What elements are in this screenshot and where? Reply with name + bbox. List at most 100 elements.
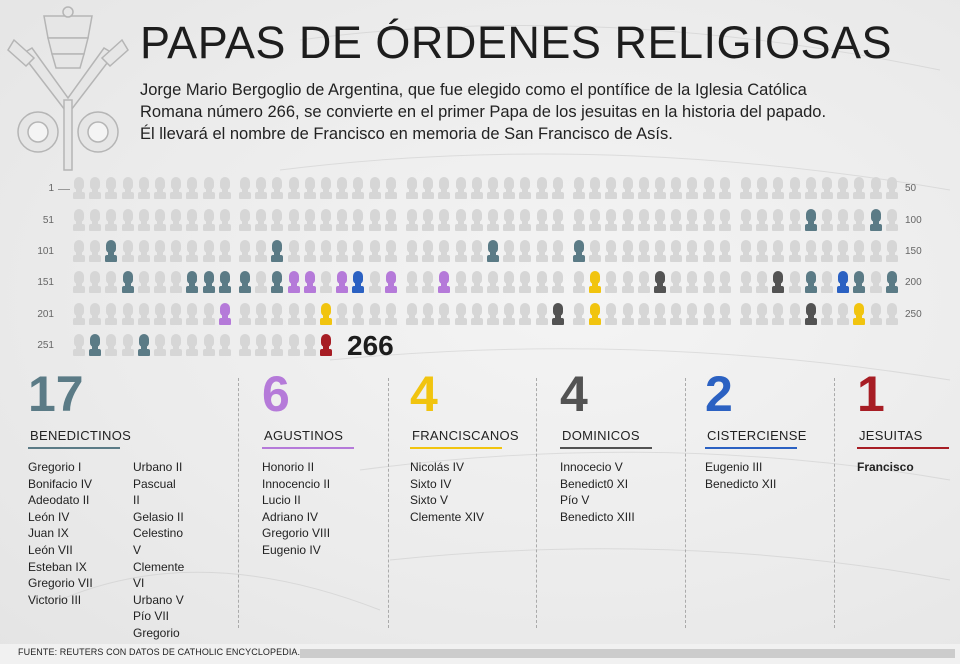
pope-icon	[169, 271, 183, 293]
pope-icon	[254, 209, 268, 231]
pope-icon	[72, 240, 86, 262]
pope-icon	[869, 177, 883, 199]
order-rule	[857, 447, 949, 449]
row-label-start: 251	[37, 340, 54, 351]
pope-icon	[238, 334, 252, 356]
pope-icon-benedictinos	[104, 240, 118, 262]
pope-icon	[669, 240, 683, 262]
pope-name: Juan IX	[28, 526, 69, 541]
order-column-franciscanos: 4 FRANCISCANOS Nicolás IV Sixto IV Sixto V Cl…	[410, 366, 521, 525]
pope-name: Sixto V	[410, 493, 449, 508]
order-count: 17	[28, 366, 84, 422]
pope-icon	[437, 177, 451, 199]
pope-icon	[254, 177, 268, 199]
pope-icon	[351, 209, 365, 231]
pope-icon	[121, 177, 135, 199]
pope-icon-benedictinos	[218, 271, 232, 293]
pope-icon	[384, 209, 398, 231]
row-label-start: 101	[37, 246, 54, 257]
pope-icon	[820, 240, 834, 262]
pope-icon	[88, 177, 102, 199]
pope-name: Victorio III	[28, 592, 82, 607]
pope-icon	[572, 177, 586, 199]
pope-icon	[637, 209, 651, 231]
pope-icon	[437, 240, 451, 262]
pope-icon	[121, 334, 135, 356]
pope-icon	[486, 209, 500, 231]
pope-icon	[238, 240, 252, 262]
pope-icon	[319, 177, 333, 199]
papal-keys-emblem-icon	[7, 6, 129, 171]
popes-grid: 1 50 51 100 101 150 151 200 201 250 251	[37, 177, 922, 356]
pope-icon-franciscanos	[588, 271, 602, 293]
pope-icon	[852, 209, 866, 231]
pope-icon-benedictinos	[885, 271, 899, 293]
pope-icon	[637, 303, 651, 325]
pope-icon	[319, 209, 333, 231]
pope-icon	[669, 303, 683, 325]
pope-icon-benedictinos	[202, 271, 216, 293]
pope-icon-benedictinos	[804, 271, 818, 293]
pope-icon	[771, 177, 785, 199]
pope-name: Innocecio V	[560, 460, 623, 474]
pope-icon-agustinos	[303, 271, 317, 293]
pope-name: Lucio II	[262, 493, 301, 508]
pope-names: Innocecio V Benedict0 XI Pío V Benedicto XI…	[560, 459, 652, 525]
pope-icon	[486, 271, 500, 293]
pope-name: Urbano V	[133, 592, 184, 607]
order-name: CISTERCIENSE	[707, 428, 807, 443]
pope-icon	[869, 240, 883, 262]
pope-name: Francisco	[857, 460, 914, 474]
pope-icon	[218, 209, 232, 231]
pope-icon	[368, 303, 382, 325]
pope-icon	[335, 177, 349, 199]
pope-icon-agustinos	[218, 303, 232, 325]
pope-icon	[502, 240, 516, 262]
pope-icon	[771, 240, 785, 262]
order-count: 6	[262, 366, 290, 422]
pope-icon	[685, 177, 699, 199]
pope-icon	[572, 209, 586, 231]
pope-name: Adeodato II	[28, 493, 90, 508]
pope-icon	[437, 303, 451, 325]
pope-name: Clemente VI	[133, 559, 185, 591]
pope-icon-jesuitas	[319, 334, 333, 356]
pope-icon	[270, 177, 284, 199]
pope-icon	[820, 177, 834, 199]
pope-name: Esteban IX	[28, 559, 87, 574]
pope-icon	[202, 303, 216, 325]
pope-name: Gelasio II	[133, 509, 184, 524]
pope-icon	[551, 240, 565, 262]
pope-icon	[885, 240, 899, 262]
pope-icon	[836, 209, 850, 231]
pope-icon-benedictinos	[804, 209, 818, 231]
pope-names: Nicolás IV Sixto IV Sixto V Clemente XIV	[410, 459, 521, 525]
pope-icon	[852, 177, 866, 199]
order-count: 4	[410, 366, 438, 422]
pope-icon	[72, 177, 86, 199]
pope-icon	[604, 303, 618, 325]
pope-icon	[287, 177, 301, 199]
row-label-start: 201	[37, 309, 54, 320]
pope-icon	[185, 334, 199, 356]
order-column-agustinos: 6 AGUSTINOS Honorio II Innocencio II Lucio I…	[262, 366, 354, 559]
pope-icon	[718, 303, 732, 325]
pope-icon	[518, 177, 532, 199]
pope-icon	[88, 209, 102, 231]
pope-name: Benedicto XII	[705, 476, 777, 491]
pope-icon	[885, 177, 899, 199]
pope-icon	[153, 177, 167, 199]
order-rule	[705, 447, 797, 449]
pope-icon	[718, 271, 732, 293]
pope-icon-benedictinos	[270, 240, 284, 262]
pope-icon	[185, 209, 199, 231]
pope-icon	[137, 271, 151, 293]
pope-icon	[685, 209, 699, 231]
order-rule	[410, 447, 502, 449]
pope-icon	[104, 177, 118, 199]
pope-icon	[405, 209, 419, 231]
pope-icon	[755, 303, 769, 325]
pope-icon	[604, 271, 618, 293]
pope-icon	[621, 177, 635, 199]
